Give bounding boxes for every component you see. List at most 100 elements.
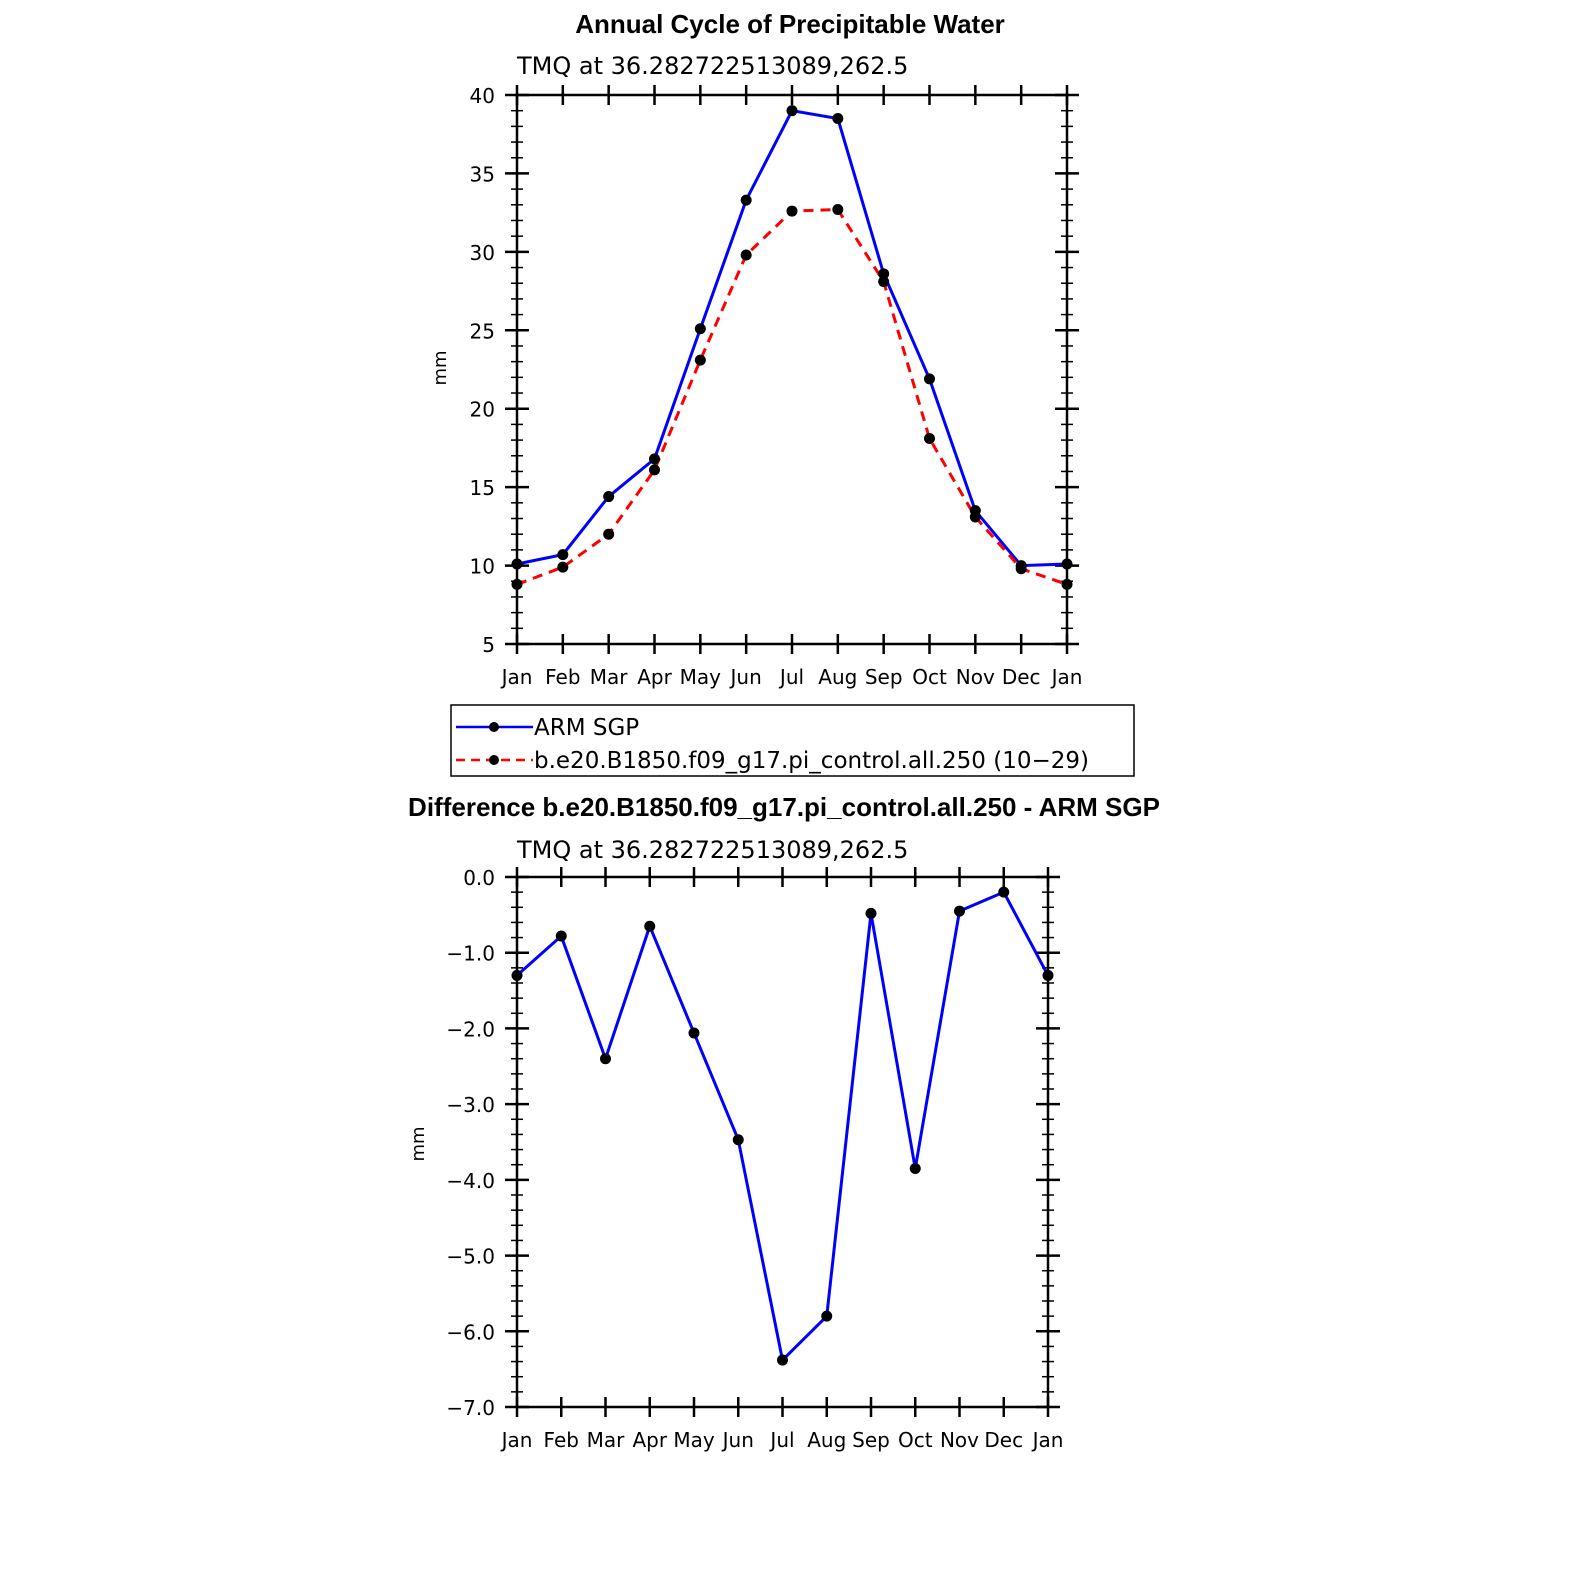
series-0-point [1042,969,1054,981]
legend-marker-model [489,755,499,765]
y-tick-label: 25 [470,319,495,343]
chart2-ylabel: mm [408,1126,429,1161]
x-tick-label: Sep [865,665,903,689]
series-0-point [777,1354,788,1366]
x-tick-label: Dec [1002,665,1041,689]
legend-label-model: b.e20.B1850.f09_g17.pi_control.all.250 (… [534,748,1089,774]
series-0-point [865,907,877,919]
chart2-subtitle: TMQ at 36.282722513089,262.5 [516,836,908,864]
series-0-point [878,268,890,280]
y-tick-label: 20 [470,398,495,422]
legend-label-arm-sgp: ARM SGP [534,715,639,741]
series-0-point [600,1053,611,1065]
series-0-point [821,1310,833,1322]
series-line-0 [516,109,1068,568]
series-0-point [1061,558,1073,570]
series-1-point [832,204,844,216]
series-0-point [649,453,660,465]
x-tick-label: Aug [818,665,857,689]
x-tick-label: Jan [500,1428,533,1452]
y-tick-label: 5 [482,633,495,657]
y-tick-label: 15 [470,476,495,500]
series-1-point [1061,578,1073,590]
series-1-point [786,205,798,217]
series-1-point [969,511,981,523]
series-line-1 [516,207,1068,586]
chart2-plot-area: Jan Feb Mar Apr May Jun Jul Aug Sep Oct Nov Dec Jan−… [446,866,1063,1452]
series-line-0 [516,890,1050,1364]
y-tick-label: −3.0 [446,1093,495,1117]
x-tick-label: Mar [587,1428,626,1452]
annual-cycle-chart: Annual Cycle of Precipitable Water TMQ a… [430,9,1082,689]
x-tick-label: Jul [778,665,804,689]
series-0-point [557,549,569,561]
series-0-point [998,886,1010,898]
series-1-point [924,433,935,445]
series-1-point [740,249,752,261]
x-tick-label: Jun [729,665,762,689]
series-0-point [924,373,935,385]
y-tick-label: −6.0 [446,1320,495,1344]
x-tick-label: Jan [1031,1428,1064,1452]
series-1-point [557,561,569,573]
x-tick-label: Jan [500,665,533,689]
x-tick-label: Feb [544,1428,579,1452]
plot-frame [515,93,1069,646]
y-tick-label: −4.0 [446,1169,495,1193]
x-tick-label: Nov [940,1428,979,1452]
y-tick-label: 35 [470,162,495,186]
x-tick-label: May [673,1428,715,1452]
plot-frame [515,875,1050,1409]
y-tick-label: 10 [470,555,495,579]
series-0-point [732,1134,744,1146]
x-tick-label: Jan [1050,665,1083,689]
series-1-point [511,578,523,590]
chart1-ylabel: mm [430,350,451,385]
legend-box [450,704,1135,777]
series-0-point [511,558,523,570]
series-0-point [740,194,752,206]
x-tick-label: Sep [852,1428,890,1452]
y-tick-label: 40 [470,84,495,108]
x-tick-label: Oct [912,665,947,689]
series-0-point [603,491,615,503]
x-tick-label: Oct [898,1428,933,1452]
series-1-point [1015,563,1027,575]
x-tick-label: Mar [590,665,629,689]
y-tick-label: 30 [470,241,495,265]
x-tick-label: Apr [637,665,672,689]
series-0-point [555,930,567,942]
x-tick-label: May [680,665,722,689]
y-tick-label: −5.0 [446,1245,495,1269]
y-tick-label: 0.0 [463,866,495,890]
x-tick-label: Nov [956,665,995,689]
y-tick-label: −1.0 [446,942,495,966]
series-0-point [688,1027,700,1039]
series-1-point [694,354,706,366]
x-tick-label: Dec [984,1428,1023,1452]
series-0-point [832,113,844,125]
x-tick-label: Aug [807,1428,846,1452]
x-tick-label: Apr [632,1428,667,1452]
chart2-title: Difference b.e20.B1850.f09_g17.pi_contro… [408,792,1160,822]
series-0-point [694,323,706,335]
series-0-point [786,105,798,117]
legend: ARM SGP b.e20.B1850.f09_g17.pi_control.a… [450,704,1135,777]
x-tick-label: Feb [545,665,580,689]
series-0-point [511,969,523,981]
difference-chart: Difference b.e20.B1850.f09_g17.pi_contro… [408,792,1160,1452]
series-1-point [603,528,615,540]
chart1-subtitle: TMQ at 36.282722513089,262.5 [516,52,908,80]
chart1-plot-area: Jan Feb Mar Apr May Jun Jul Aug Sep Oct Nov Dec Jan5… [470,84,1083,689]
chart1-title: Annual Cycle of Precipitable Water [575,9,1005,39]
legend-marker-arm-sgp [489,722,499,732]
series-0-point [954,905,965,917]
x-tick-label: Jul [768,1428,794,1452]
y-tick-label: −7.0 [446,1396,495,1420]
series-0-point [644,920,656,932]
y-tick-label: −2.0 [446,1017,495,1041]
series-1-point [649,464,660,476]
series-1-point [878,276,890,288]
series-0-point [909,1163,921,1174]
